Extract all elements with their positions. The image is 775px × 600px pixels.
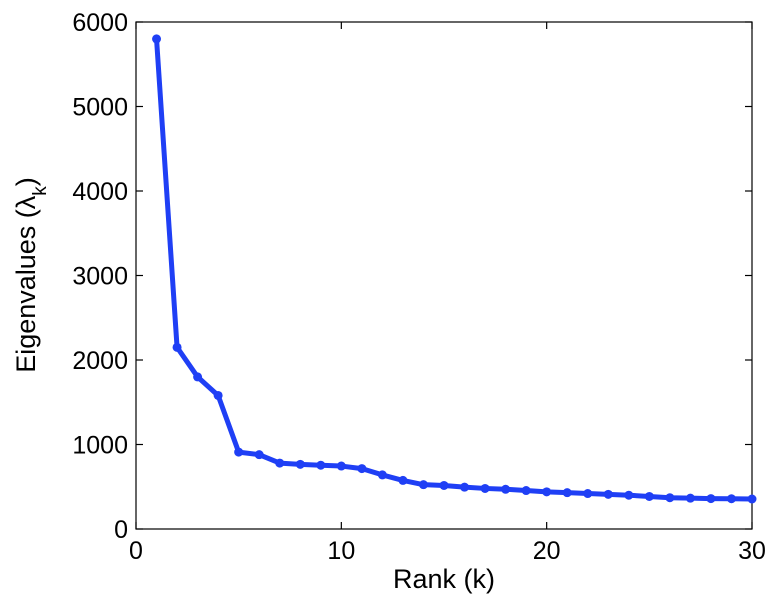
data-point <box>234 447 244 457</box>
data-point <box>193 372 203 382</box>
data-point <box>624 490 634 500</box>
x-tick-label: 0 <box>129 537 143 565</box>
data-point <box>685 493 695 503</box>
y-tick-label: 5000 <box>72 94 128 122</box>
data-point <box>152 34 162 44</box>
data-point <box>562 488 572 498</box>
x-tick-label: 20 <box>533 537 561 565</box>
axis-ticks <box>135 21 753 530</box>
y-tick-label: 0 <box>114 516 128 544</box>
data-point <box>377 470 387 480</box>
data-point <box>213 390 223 400</box>
data-point <box>316 460 326 470</box>
data-point <box>480 483 490 493</box>
data-point <box>583 489 593 499</box>
data-point <box>542 487 552 497</box>
data-point <box>747 494 757 504</box>
data-point <box>357 464 367 474</box>
tick-labels: 0 10 20 30 0 1000 2000 3000 4000 5000 6000 <box>72 9 766 565</box>
x-tick-label: 30 <box>738 537 766 565</box>
data-point <box>521 486 531 496</box>
data-point <box>275 458 285 468</box>
data-point <box>603 489 613 499</box>
y-tick-label: 4000 <box>72 178 128 206</box>
y-axis-label: Eigenvalues (λk) <box>11 177 51 373</box>
data-point <box>295 459 305 469</box>
data-point <box>644 491 654 501</box>
data-point <box>172 342 182 352</box>
y-axis-label-close: ) <box>11 177 41 186</box>
y-tick-label: 6000 <box>72 9 128 37</box>
data-point <box>501 484 511 494</box>
data-point <box>460 482 470 492</box>
data-point <box>665 493 675 503</box>
data-point <box>439 480 449 490</box>
y-axis-label-symbol: λ <box>11 195 41 209</box>
y-tick-label: 3000 <box>72 263 128 291</box>
y-axis-label-main: Eigenvalues ( <box>11 209 41 373</box>
x-tick-label: 10 <box>327 537 355 565</box>
data-point <box>336 461 346 471</box>
x-axis-label: Rank (k) <box>393 564 495 594</box>
data-point <box>706 494 716 504</box>
y-tick-label: 2000 <box>72 347 128 375</box>
y-axis-label-sub: k <box>30 186 51 196</box>
data-point <box>398 475 408 485</box>
data-point <box>418 480 428 490</box>
y-tick-label: 1000 <box>72 432 128 460</box>
plot-area <box>135 21 753 530</box>
series-points <box>152 34 757 504</box>
data-point <box>254 450 264 460</box>
data-point <box>726 494 736 504</box>
